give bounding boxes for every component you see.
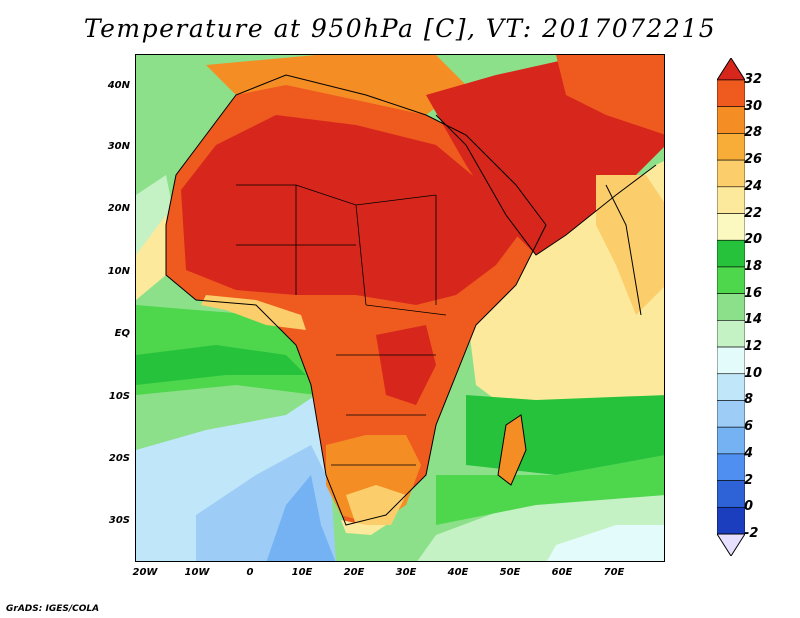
ocean-north-atlantic (136, 55, 216, 195)
colorbar-swatch (717, 239, 745, 268)
colorbar-label: 30 (744, 98, 763, 114)
lon-label-20w: 20W (132, 567, 158, 578)
colorbar-swatch (717, 426, 745, 455)
lat-label-eq: EQ (114, 328, 130, 339)
colorbar-label: 18 (744, 258, 763, 274)
lon-label-0: 0 (246, 567, 254, 578)
colorbar (717, 58, 745, 556)
colorbar-label: 0 (744, 499, 754, 515)
ocean-colder-south (266, 475, 336, 561)
colorbar-swatch (717, 453, 745, 481)
arabia-coastline (435, 114, 657, 256)
colorbar-swatch (717, 79, 745, 108)
colorbar-label: 20 (744, 232, 763, 248)
lon-label-20e: 20E (343, 567, 365, 578)
lon-label-70e: 70E (603, 567, 625, 578)
lon-label-30e: 30E (395, 567, 417, 578)
colorbar-swatch (717, 346, 745, 375)
colorbar-label: 6 (744, 419, 754, 435)
colorbar-swatch (717, 320, 745, 348)
lon-label-10e: 10E (291, 567, 313, 578)
east-africa-hot (376, 325, 436, 405)
temperature-map (135, 54, 665, 562)
colorbar-label: 16 (744, 285, 763, 301)
grads-credit: GrADS: IGES/COLA (6, 604, 100, 614)
ocean-indian-lightgreen (436, 455, 664, 525)
lat-label-20s: 20S (108, 453, 130, 464)
colorbar-label: 2 (744, 472, 754, 488)
colorbar-swatch (717, 400, 745, 428)
colorbar-label: 28 (744, 125, 763, 141)
colorbar-top-triangle (717, 58, 745, 81)
ocean-atlantic-gulf (136, 345, 306, 385)
lat-label-40n: 40N (107, 80, 130, 91)
lat-label-30s: 30S (108, 515, 130, 526)
ocean-west-africa-coast (136, 215, 166, 300)
colorbar-swatch (717, 480, 745, 508)
ocean-light-south-east (547, 525, 664, 561)
colorbar-swatch (717, 106, 745, 134)
lat-label-30n: 30N (107, 141, 130, 152)
africa-coastline (165, 74, 547, 526)
colorbar-swatch (717, 159, 745, 188)
sahara-hottest (181, 115, 526, 305)
india-warm (596, 175, 664, 315)
plot-title: Temperature at 950hPa [C], VT: 201707221… (83, 14, 717, 43)
colorbar-label: 32 (744, 72, 763, 87)
colorbar-label: 10 (744, 365, 763, 381)
colorbar-label: 8 (744, 392, 754, 408)
colorbar-swatch (717, 506, 745, 535)
lon-label-50e: 50E (499, 567, 521, 578)
lat-label-10s: 10S (108, 391, 130, 402)
colorbar-label: -2 (744, 526, 759, 541)
guinea-coast-yellow (201, 295, 306, 330)
colorbar-label: 4 (744, 445, 754, 461)
colorbar-swatch (717, 186, 745, 214)
colorbar-bottom-triangle (717, 533, 745, 556)
iran-warm (556, 55, 664, 135)
lon-label-60e: 60E (551, 567, 573, 578)
colorbar-swatch (717, 266, 745, 294)
lat-label-20n: 20N (107, 203, 130, 214)
colorbar-swatch (717, 293, 745, 321)
mediterranean-warm (206, 55, 466, 115)
colorbar-label: 12 (744, 339, 763, 355)
india-coastline (605, 184, 642, 316)
lon-label-40e: 40E (447, 567, 469, 578)
colorbar-label: 22 (744, 205, 763, 221)
colorbar-swatch (717, 133, 745, 161)
colorbar-label: 24 (744, 178, 763, 194)
lon-label-10w: 10W (184, 567, 210, 578)
country-borders (236, 184, 447, 466)
lat-label-10n: 10N (107, 266, 130, 277)
southern-africa-yellow (346, 485, 406, 525)
madagascar-coastline (497, 414, 527, 486)
colorbar-swatch (717, 373, 745, 401)
colorbar-swatch (717, 213, 745, 241)
colorbar-label: 14 (744, 312, 763, 328)
colorbar-label: 26 (744, 152, 763, 168)
